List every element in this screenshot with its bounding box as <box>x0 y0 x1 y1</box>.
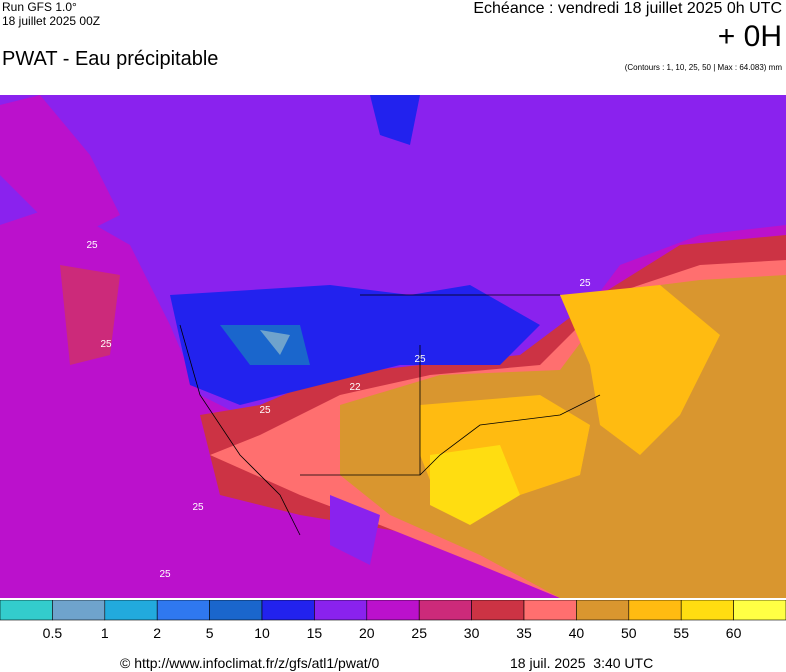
color-swatch <box>733 600 786 621</box>
color-swatch <box>523 600 577 621</box>
legend-label: 25 <box>411 625 427 641</box>
color-swatch <box>52 600 106 621</box>
legend-labels: 0.5 1 2 5 10 15 20 25 30 35 40 50 55 60 <box>43 625 742 641</box>
borders <box>179 294 601 536</box>
color-swatch <box>0 600 53 621</box>
color-swatch <box>628 600 682 621</box>
legend-label: 40 <box>569 625 585 641</box>
legend-label: 35 <box>516 625 532 641</box>
run-label: Run GFS 1.0° <box>2 0 77 14</box>
contour-label: 22 <box>349 382 361 393</box>
field <box>330 495 380 565</box>
field <box>430 445 520 525</box>
field <box>260 330 290 355</box>
legend-label: 10 <box>254 625 270 641</box>
legend-label: 60 <box>726 625 742 641</box>
pwat-map: 25 25 25 25 22 25 25 25 <box>0 95 786 598</box>
field <box>170 285 540 405</box>
legend-label: 0.5 <box>43 625 63 641</box>
color-swatch <box>261 600 315 621</box>
contour-label: 25 <box>192 502 204 513</box>
contour-labels: 25 25 25 25 22 25 25 25 <box>86 240 591 580</box>
color-swatch <box>209 600 263 621</box>
contour-label: 25 <box>159 569 171 580</box>
field <box>0 95 120 235</box>
legend-label: 55 <box>673 625 689 641</box>
color-swatch <box>680 600 734 621</box>
contours-info: (Contours : 1, 10, 25, 50 | Max : 64.083… <box>624 63 782 72</box>
legend-label: 30 <box>464 625 480 641</box>
echeance: Echéance : vendredi 18 juillet 2025 0h U… <box>473 0 782 17</box>
color-swatch <box>576 600 630 621</box>
swatches <box>0 600 786 621</box>
color-swatch <box>156 600 210 621</box>
map-title: PWAT - Eau précipitable <box>2 48 219 70</box>
offset: + 0H <box>717 20 782 53</box>
legend-label: 2 <box>153 625 161 641</box>
run-date: 18 juillet 2025 00Z <box>2 14 101 28</box>
color-swatch <box>471 600 525 621</box>
color-swatch <box>314 600 368 621</box>
timestamp: 18 juil. 2025 3:40 UTC <box>510 655 654 671</box>
color-swatch <box>366 600 420 621</box>
contour-label: 25 <box>259 405 271 416</box>
color-swatch <box>418 600 472 621</box>
legend-label: 50 <box>621 625 637 641</box>
legend-label: 1 <box>101 625 109 641</box>
field <box>60 265 120 365</box>
contour-label: 25 <box>579 278 591 289</box>
field <box>560 285 720 455</box>
legend-label: 5 <box>206 625 214 641</box>
color-legend: 0.5 1 2 5 10 15 20 25 30 35 40 50 55 60 <box>0 600 786 641</box>
contour-label: 25 <box>86 240 98 251</box>
source: © http://www.infoclimat.fr/z/gfs/atl1/pw… <box>120 655 380 671</box>
legend-label: 20 <box>359 625 375 641</box>
field <box>370 95 420 145</box>
contour-label: 25 <box>100 339 112 350</box>
contour-label: 25 <box>414 354 426 365</box>
color-swatch <box>104 600 158 621</box>
legend-label: 15 <box>307 625 323 641</box>
